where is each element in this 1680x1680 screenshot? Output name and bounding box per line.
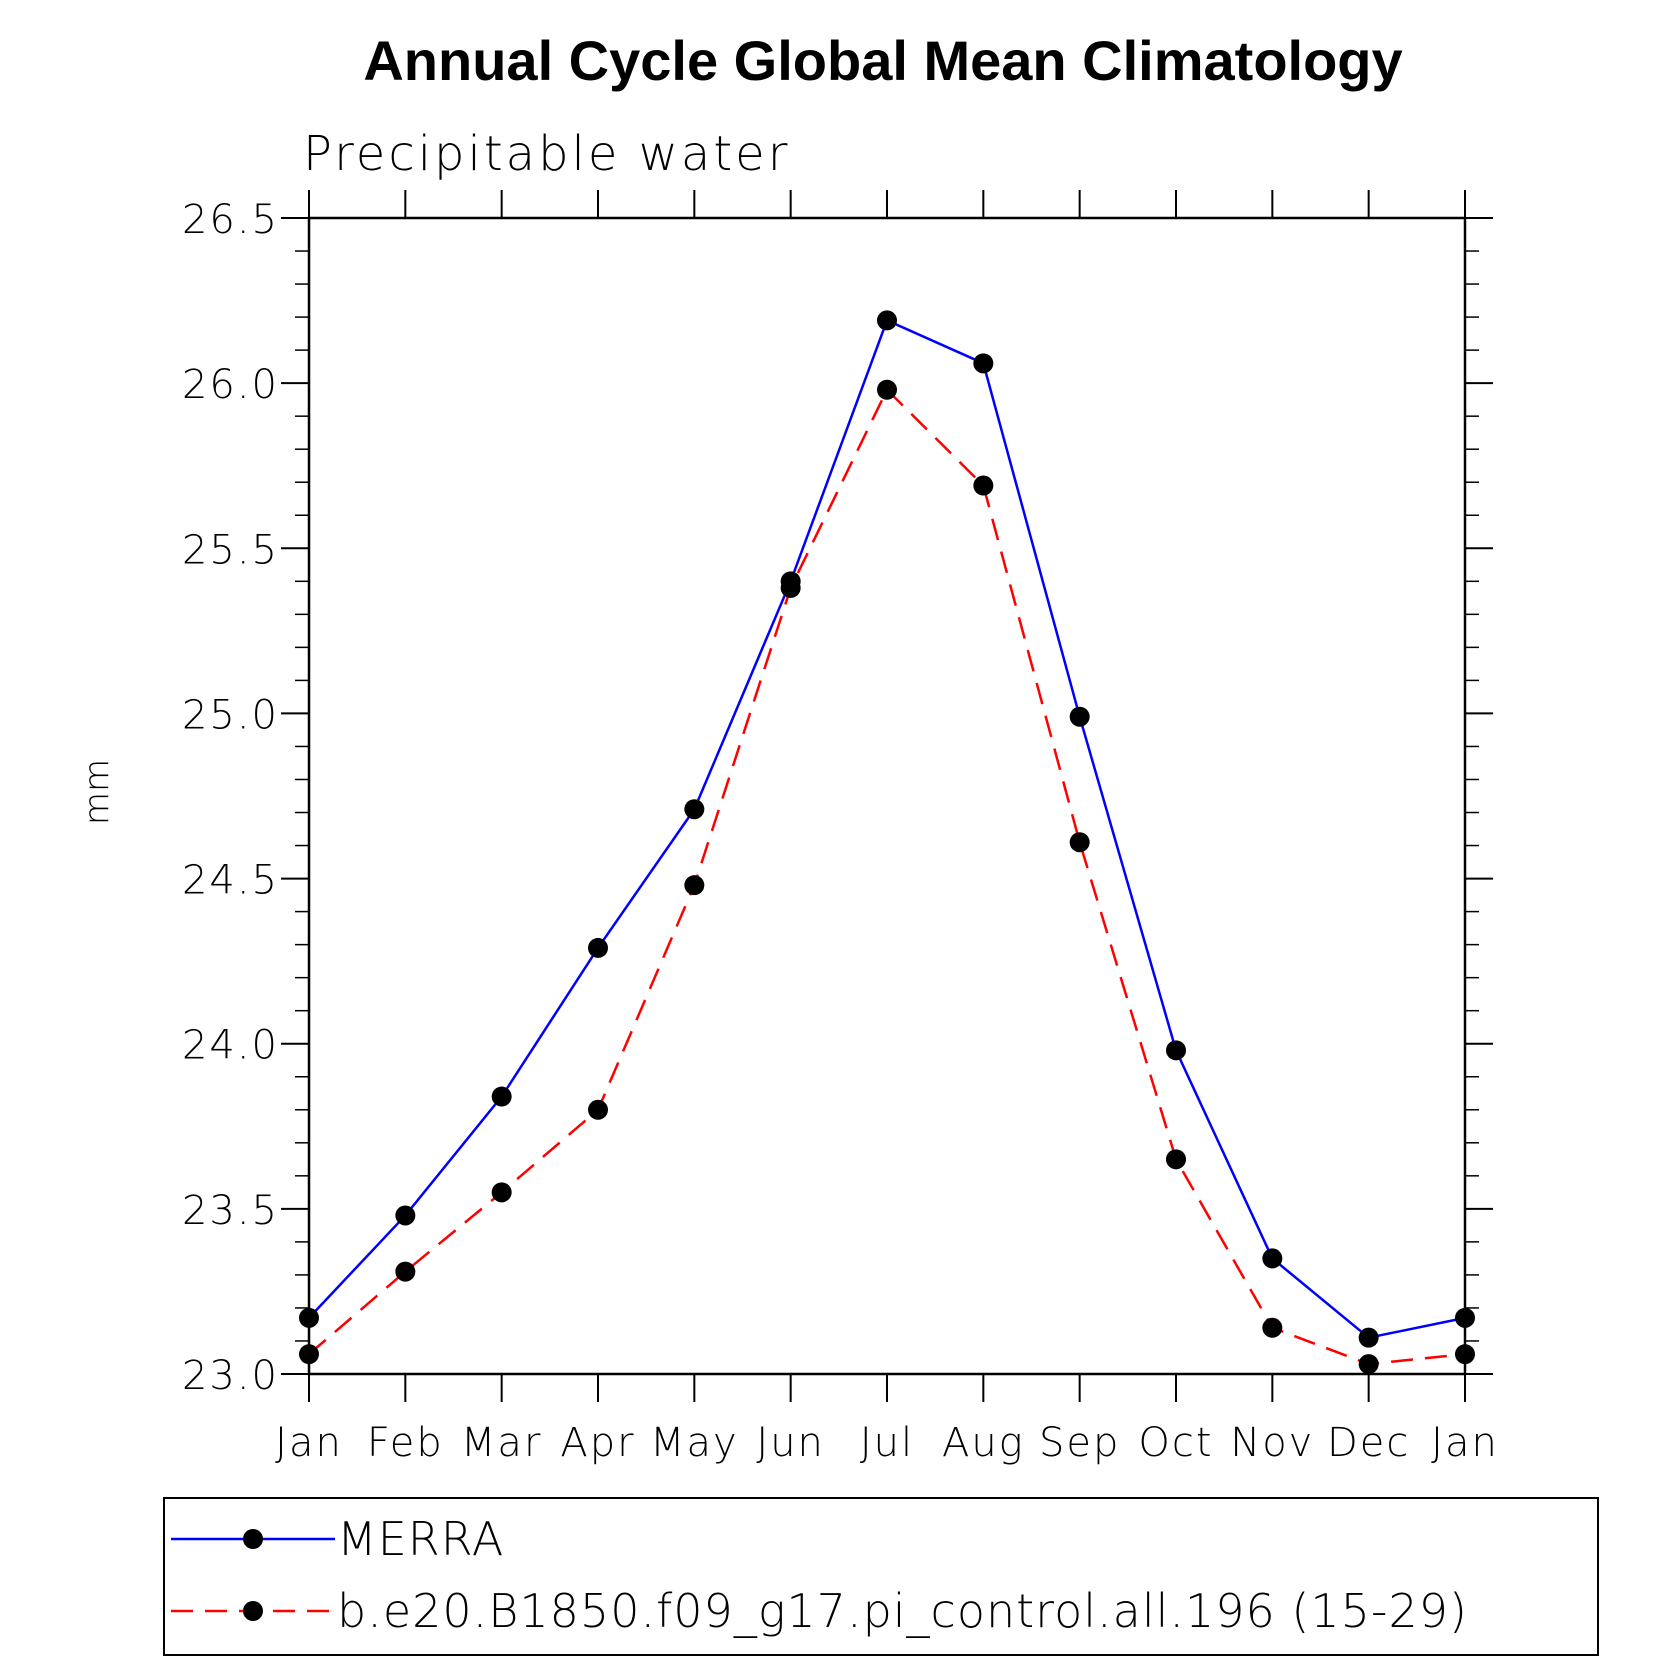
data-point-merra bbox=[395, 1205, 416, 1226]
x-tick-label: Sep bbox=[1039, 1420, 1120, 1466]
y-tick-label: 26.5 bbox=[182, 197, 279, 243]
x-tick-label: Nov bbox=[1230, 1420, 1314, 1466]
x-tick-label: Dec bbox=[1327, 1420, 1410, 1466]
y-axis-label: mm bbox=[77, 759, 117, 825]
x-tick-label: May bbox=[650, 1420, 739, 1466]
chart-title: Annual Cycle Global Mean Climatology bbox=[363, 29, 1402, 92]
data-point-control bbox=[684, 875, 705, 896]
legend-marker-control bbox=[243, 1601, 263, 1621]
data-point-control bbox=[877, 379, 897, 400]
y-tick-label: 23.5 bbox=[182, 1188, 279, 1234]
legend-label-merra: MERRA bbox=[337, 1512, 504, 1566]
data-point-control bbox=[395, 1261, 416, 1282]
data-point-merra bbox=[588, 937, 608, 958]
data-point-merra bbox=[877, 310, 897, 331]
data-point-control bbox=[491, 1182, 512, 1203]
legend-marker-merra bbox=[243, 1529, 263, 1549]
y-tick-label: 24.0 bbox=[182, 1023, 279, 1069]
data-point-control bbox=[1069, 832, 1090, 853]
data-point-merra bbox=[491, 1086, 512, 1107]
legend-box bbox=[163, 1497, 1599, 1656]
chart-subtitle: Precipitable water bbox=[303, 126, 790, 182]
data-point-control bbox=[1262, 1317, 1283, 1338]
axes: Jan Feb Mar Apr May Jun Jul Aug Sep Oct Nov Dec Jan 2… bbox=[182, 190, 1499, 1466]
data-point-control bbox=[1358, 1354, 1379, 1375]
x-tick-label: Feb bbox=[367, 1420, 444, 1466]
x-tick-label: Mar bbox=[461, 1420, 542, 1466]
legend-label-control: b.e20.B1850.f09_g17.pi_control.all.196 (… bbox=[337, 1584, 1468, 1638]
y-tick-label: 23.0 bbox=[182, 1353, 279, 1399]
plot-area bbox=[299, 310, 1475, 1375]
legend: MERRA b.e20.B1850.f09_g17.pi_control.all… bbox=[163, 1497, 1599, 1656]
data-point-control bbox=[780, 577, 801, 598]
x-tick-label: Jan bbox=[1431, 1420, 1499, 1466]
x-tick-label: Apr bbox=[560, 1420, 635, 1466]
data-point-control bbox=[1166, 1149, 1186, 1170]
data-point-merra bbox=[1358, 1327, 1379, 1348]
x-tick-label: Jan bbox=[275, 1420, 343, 1466]
x-tick-label: Aug bbox=[942, 1420, 1025, 1466]
x-tick-label: Jun bbox=[756, 1420, 825, 1466]
x-tick-label: Jul bbox=[860, 1420, 914, 1466]
data-point-control bbox=[973, 475, 994, 496]
y-tick-label: 25.0 bbox=[182, 692, 279, 738]
y-tick-label: 26.0 bbox=[182, 362, 279, 408]
y-tick-label: 25.5 bbox=[182, 527, 279, 573]
data-point-merra bbox=[973, 353, 994, 374]
series-line-control bbox=[308, 387, 1466, 1366]
x-tick-label: Oct bbox=[1138, 1420, 1213, 1466]
data-point-merra bbox=[1069, 706, 1090, 727]
series-line-merra bbox=[308, 318, 1466, 1340]
data-point-control bbox=[588, 1099, 608, 1120]
data-point-merra bbox=[1166, 1040, 1186, 1061]
data-point-merra bbox=[684, 799, 705, 820]
data-point-merra bbox=[1262, 1248, 1283, 1269]
y-tick-label: 24.5 bbox=[182, 858, 279, 904]
